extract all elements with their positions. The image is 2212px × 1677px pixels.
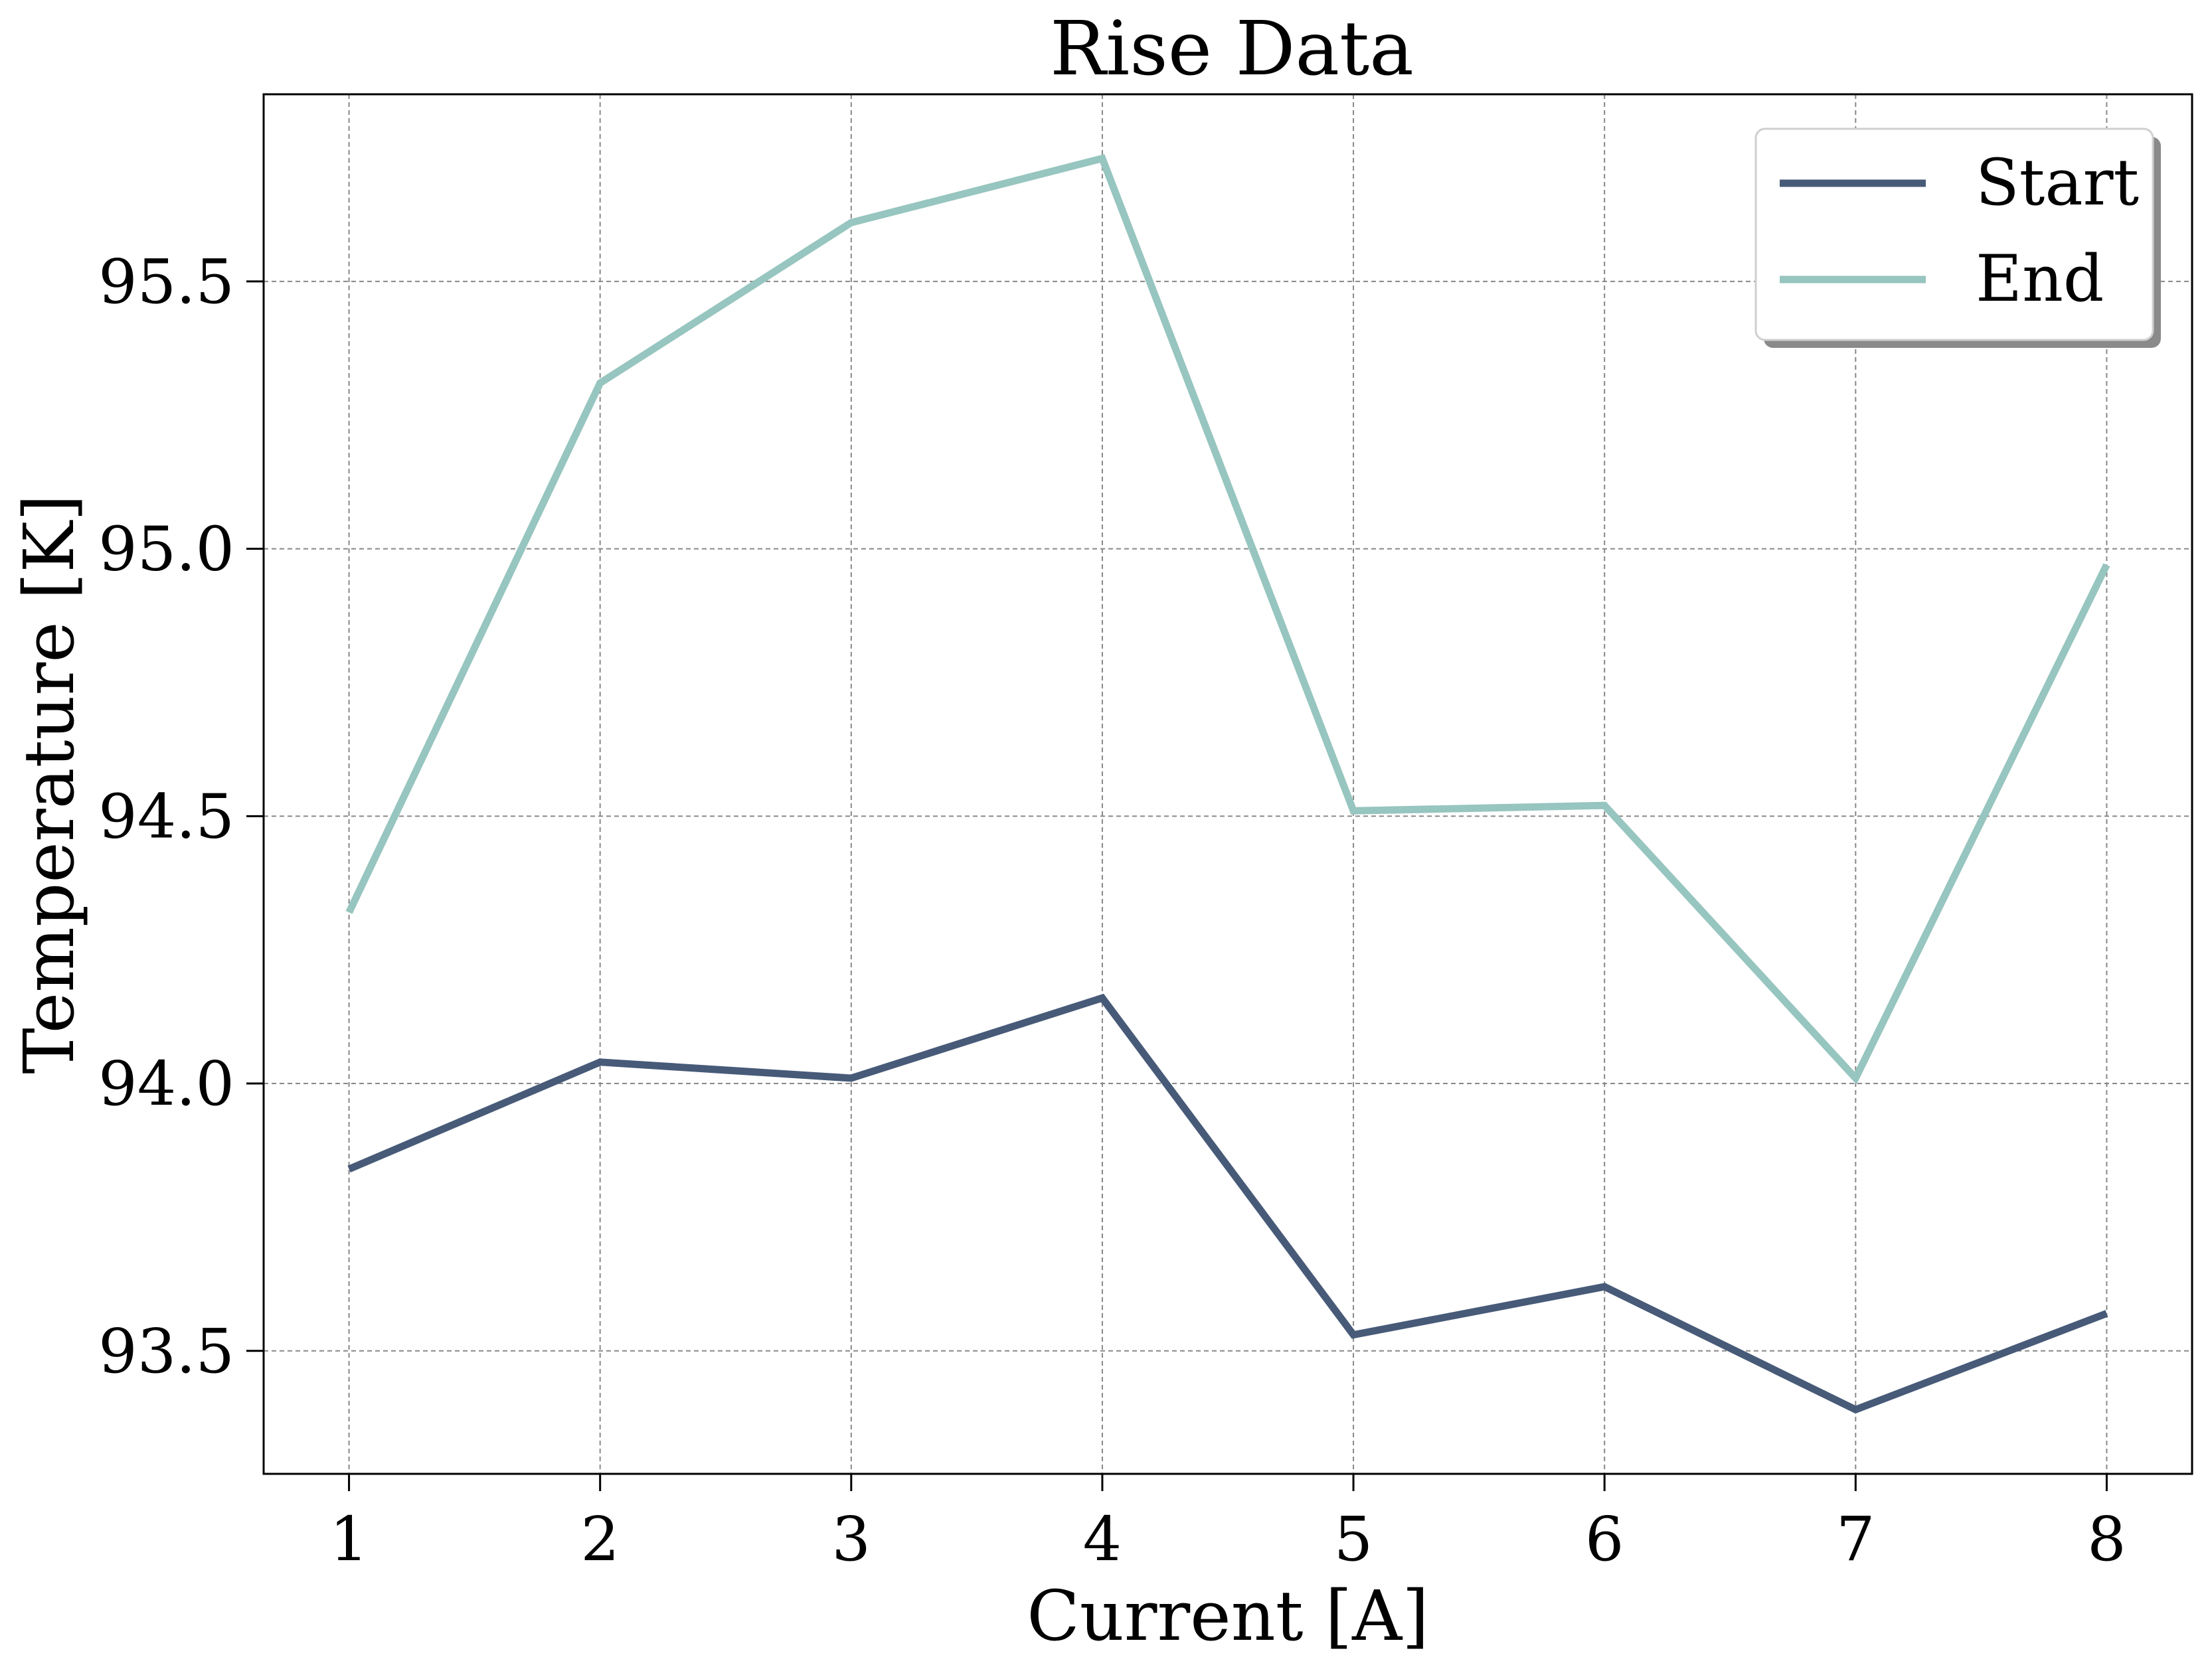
- y-tick-label: 94.0: [98, 1048, 234, 1119]
- y-axis: 93.5 94.0 94.5 95.0 95.5: [98, 246, 264, 1387]
- y-tick-label: 95.0: [98, 514, 234, 585]
- chart-title: Rise Data: [1050, 6, 1414, 92]
- legend-label: Start: [1976, 145, 2139, 220]
- y-tick-label: 95.5: [98, 246, 234, 317]
- x-axis: 1 2 3 4 5 6 7 8: [329, 1474, 2126, 1575]
- x-tick-label: 4: [1083, 1504, 1122, 1575]
- series-line-start: [347, 993, 2108, 1414]
- x-tick-label: 7: [1836, 1504, 1875, 1575]
- x-tick-label: 6: [1585, 1504, 1624, 1575]
- plot-frame: [262, 93, 2193, 1475]
- y-tick-label: 94.5: [98, 781, 234, 852]
- series-line-end: [345, 154, 2110, 1085]
- x-tick-label: 3: [832, 1504, 871, 1575]
- y-axis-label: Temperature [K]: [9, 494, 90, 1074]
- x-tick-label: 8: [2087, 1504, 2126, 1575]
- x-axis-label: Current [A]: [1027, 1575, 1429, 1656]
- legend: Start End: [1754, 127, 2161, 348]
- x-tick-label: 2: [580, 1504, 620, 1575]
- grid: [264, 94, 2192, 1474]
- y-tick-label: 93.5: [98, 1316, 234, 1387]
- legend-label: End: [1976, 242, 2104, 316]
- x-tick-label: 5: [1334, 1504, 1373, 1575]
- series-layer: [345, 154, 2110, 1414]
- x-tick-label: 1: [329, 1504, 369, 1575]
